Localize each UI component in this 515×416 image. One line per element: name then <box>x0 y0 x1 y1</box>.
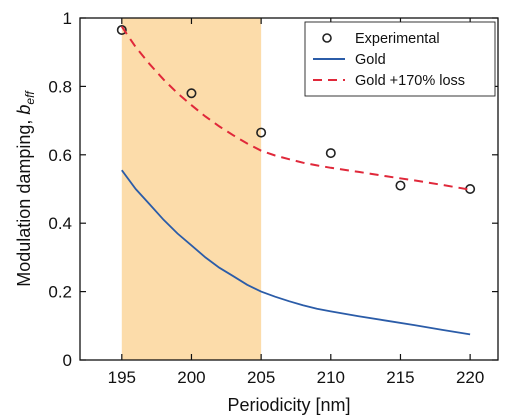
legend-label: Gold +170% loss <box>355 73 465 89</box>
series-layer <box>116 24 476 336</box>
legend: Experimental Gold Gold +170% loss <box>304 21 496 97</box>
y-tick-label: 0.6 <box>48 146 72 165</box>
y-tick-label: 1 <box>63 9 72 28</box>
shaded-region <box>121 18 262 360</box>
y-tick-label: 0 <box>63 351 72 370</box>
y-axis-title-subscript: eff <box>23 90 37 105</box>
experimental-point <box>325 148 336 159</box>
x-axis-title: Periodicity [nm] <box>227 395 350 415</box>
legend-label: Gold <box>355 52 386 68</box>
y-axis-title: Modulation damping, beff <box>14 90 37 287</box>
x-tick-label: 200 <box>177 368 205 387</box>
experimental-point <box>395 180 406 191</box>
legend-marker-experimental <box>322 33 332 43</box>
x-tick-label: 195 <box>108 368 136 387</box>
plot-frame <box>79 17 499 361</box>
experimental-point <box>256 127 267 138</box>
x-tick-label: 215 <box>386 368 414 387</box>
y-axis-title-symbol: b <box>14 105 34 115</box>
y-tick-label: 0.2 <box>48 283 72 302</box>
shaded-region-layer <box>121 18 262 360</box>
legend-items: Experimental Gold Gold +170% loss <box>313 31 465 89</box>
y-tick-label: 0.4 <box>48 214 72 233</box>
y-axis-title-main: Modulation damping, <box>14 115 34 287</box>
gold-line <box>121 169 471 336</box>
x-tick-label: 205 <box>247 368 275 387</box>
gold-170-loss-line <box>120 26 471 191</box>
y-tick-label: 0.8 <box>48 77 72 96</box>
x-tick-label: 220 <box>456 368 484 387</box>
experimental-point <box>116 24 127 35</box>
legend-label: Experimental <box>355 31 440 47</box>
x-tick-label: 210 <box>317 368 345 387</box>
experimental-point <box>186 88 197 99</box>
tick-labels-layer: 195 200 205 210 215 220 0 0.2 0.4 0.6 0.8 1 <box>48 9 484 387</box>
